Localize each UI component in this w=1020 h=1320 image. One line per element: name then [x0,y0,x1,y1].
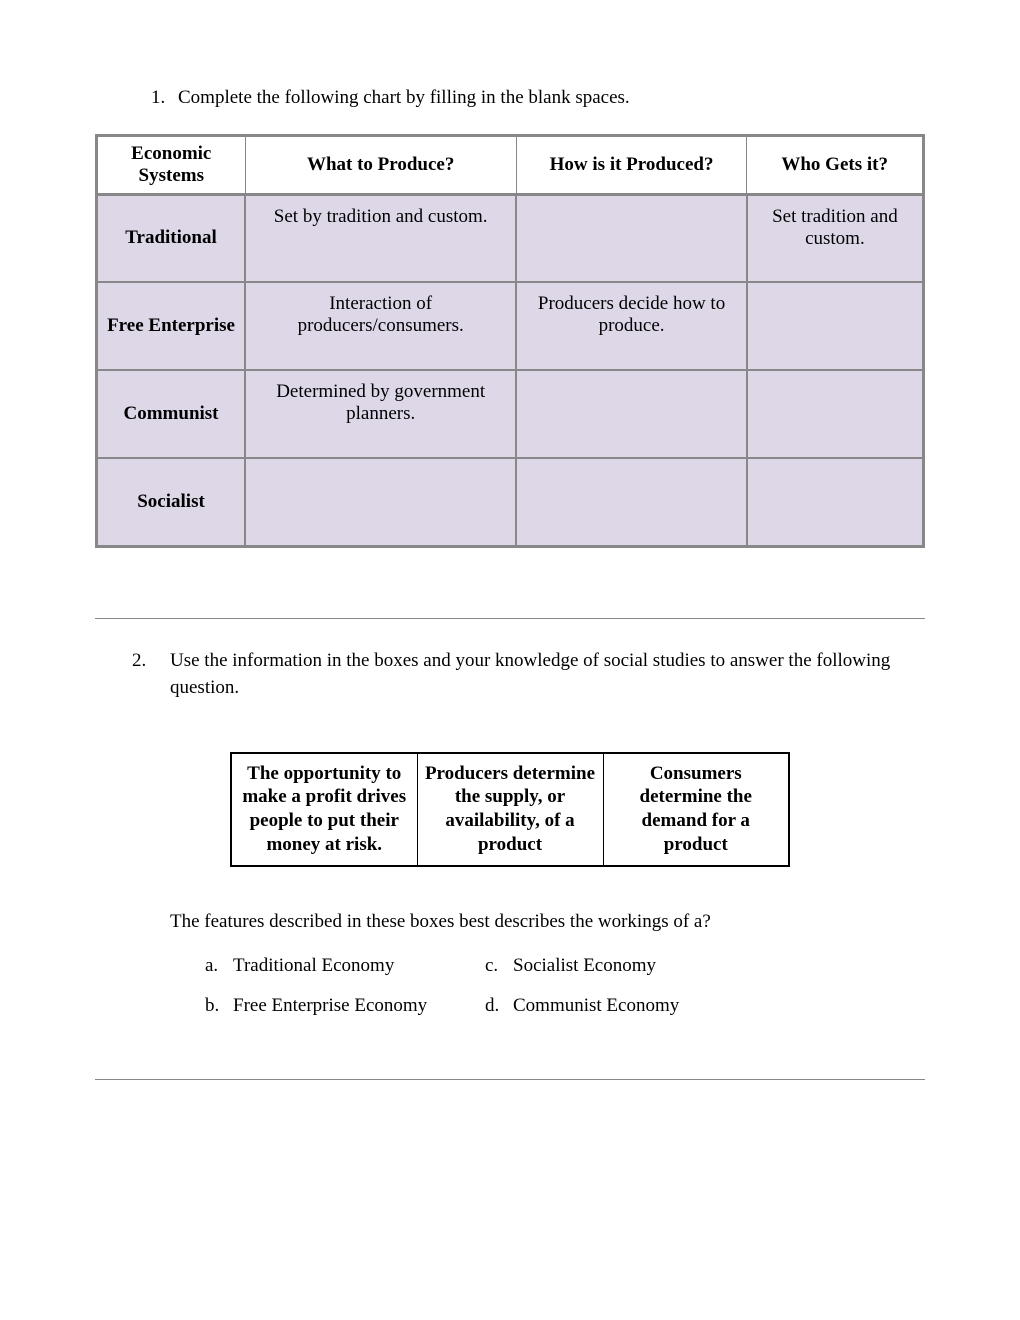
table-row: Traditional Set by tradition and custom.… [97,194,924,282]
option-c-text: Socialist Economy [513,955,656,977]
row-label-traditional: Traditional [97,194,246,282]
options-row-1: a. Traditional Economy c. Socialist Econ… [205,955,925,977]
cell [747,282,924,370]
question-2-number: 2. [132,647,170,675]
option-c: c. Socialist Economy [485,955,656,977]
table-row: Socialist [97,458,924,546]
option-d: d. Communist Economy [485,995,679,1017]
row-label-free-enterprise: Free Enterprise [97,282,246,370]
section-divider [95,618,925,619]
box-profit: The opportunity to make a profit drives … [231,753,417,866]
option-b: b. Free Enterprise Economy [205,995,485,1017]
header-economic-systems: Economic Systems [97,135,246,194]
box-producers: Producers determine the supply, or avail… [417,753,603,866]
cell [516,194,747,282]
row-label-socialist: Socialist [97,458,246,546]
question-1-text: Complete the following chart by filling … [170,85,925,112]
cell: Interaction of producers/consumers. [245,282,516,370]
section-divider-bottom [95,1079,925,1080]
option-a: a. Traditional Economy [205,955,485,977]
option-b-text: Free Enterprise Economy [233,995,427,1017]
option-a-text: Traditional Economy [233,955,394,977]
cell [747,370,924,458]
cell: Set tradition and custom. [747,194,924,282]
header-what-produce: What to Produce? [245,135,516,194]
option-a-letter: a. [205,955,233,977]
economic-systems-table: Economic Systems What to Produce? How is… [95,134,925,548]
sub-question-text: The features described in these boxes be… [95,911,925,933]
question-2-text: Use the information in the boxes and you… [170,650,890,699]
cell [747,458,924,546]
table-row: Communist Determined by government plann… [97,370,924,458]
header-who-gets: Who Gets it? [747,135,924,194]
row-label-communist: Communist [97,370,246,458]
question-2-container: 2.Use the information in the boxes and y… [95,647,925,702]
cell: Set by tradition and custom. [245,194,516,282]
boxes-row: The opportunity to make a profit drives … [231,753,789,866]
option-c-letter: c. [485,955,513,977]
answer-options: a. Traditional Economy c. Socialist Econ… [95,955,925,1017]
table-header-row: Economic Systems What to Produce? How is… [97,135,924,194]
info-boxes-table: The opportunity to make a profit drives … [230,752,790,867]
cell: Producers decide how to produce. [516,282,747,370]
table-row: Free Enterprise Interaction of producers… [97,282,924,370]
cell [245,458,516,546]
cell [516,458,747,546]
question-1-container: Complete the following chart by filling … [95,85,925,112]
option-d-letter: d. [485,995,513,1017]
header-how-produced: How is it Produced? [516,135,747,194]
cell: Determined by government planners. [245,370,516,458]
option-b-letter: b. [205,995,233,1017]
cell [516,370,747,458]
box-consumers: Consumers determine the demand for a pro… [603,753,789,866]
options-row-2: b. Free Enterprise Economy d. Communist … [205,995,925,1017]
option-d-text: Communist Economy [513,995,679,1017]
